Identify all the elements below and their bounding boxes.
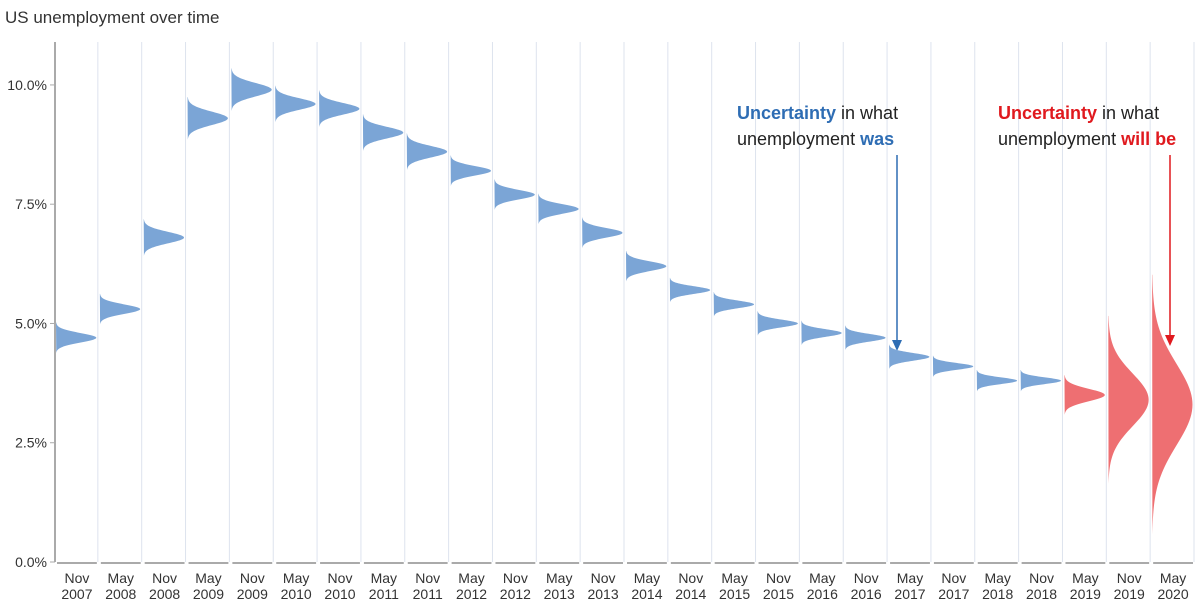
- annotation-part: Uncertainty: [998, 103, 1097, 123]
- x-tick-label: May: [546, 570, 572, 586]
- density: [669, 277, 711, 303]
- x-tick-label: 2014: [675, 586, 706, 602]
- density: [932, 355, 974, 378]
- density: [976, 370, 1018, 392]
- x-tick-label: Nov: [503, 570, 528, 586]
- density: [450, 155, 491, 187]
- x-tick-label: Nov: [591, 570, 616, 586]
- x-tick-label: May: [809, 570, 835, 586]
- density: [56, 322, 97, 354]
- x-tick-label: 2013: [544, 586, 575, 602]
- x-tick-label: 2011: [413, 586, 443, 602]
- annotation-part: was: [859, 129, 894, 149]
- x-tick-label: May: [634, 570, 660, 586]
- density: [143, 219, 185, 256]
- annotation-part: in what: [1097, 103, 1159, 123]
- x-tick-label: May: [984, 570, 1010, 586]
- x-tick-label: Nov: [854, 570, 879, 586]
- density: [1108, 315, 1149, 484]
- x-tick-label: 2019: [1070, 586, 1101, 602]
- density: [275, 85, 316, 123]
- x-tick-label: 2016: [807, 586, 838, 602]
- x-tick-label: Nov: [1029, 570, 1054, 586]
- y-tick-label: 7.5%: [15, 196, 47, 212]
- density: [538, 193, 579, 225]
- x-tick-label: May: [458, 570, 484, 586]
- annotation-part: in what: [836, 103, 898, 123]
- density: [406, 133, 448, 171]
- density: [1152, 274, 1193, 535]
- y-tick-label: 2.5%: [15, 435, 47, 451]
- x-tick-label: Nov: [64, 570, 89, 586]
- x-tick-label: May: [1072, 570, 1098, 586]
- x-tick-label: Nov: [152, 570, 177, 586]
- chart-title: US unemployment over time: [5, 8, 219, 27]
- x-tick-label: May: [721, 570, 747, 586]
- x-tick-label: 2016: [851, 586, 882, 602]
- density: [319, 90, 360, 128]
- x-tick-label: 2014: [631, 586, 662, 602]
- x-tick-label: 2008: [105, 586, 136, 602]
- x-tick-label: 2012: [500, 586, 531, 602]
- arrow-head: [1165, 335, 1175, 346]
- x-tick-label: 2015: [763, 586, 794, 602]
- x-tick-label: Nov: [240, 570, 265, 586]
- x-tick-label: May: [897, 570, 923, 586]
- density: [494, 179, 535, 210]
- y-tick-label: 0.0%: [15, 554, 47, 570]
- x-tick-label: May: [108, 570, 134, 586]
- x-tick-label: 2009: [193, 586, 224, 602]
- annotation: unemployment was: [737, 129, 894, 149]
- annotation: unemployment will be: [998, 129, 1176, 149]
- density: [626, 250, 667, 282]
- density: [1020, 370, 1061, 392]
- x-tick-label: Nov: [415, 570, 440, 586]
- density: [713, 292, 755, 317]
- x-tick-label: May: [283, 570, 309, 586]
- annotation-part: will be: [1120, 129, 1176, 149]
- x-tick-label: May: [1160, 570, 1186, 586]
- x-tick-label: Nov: [678, 570, 703, 586]
- density: [231, 68, 272, 112]
- x-tick-label: 2010: [281, 586, 312, 602]
- annotation: Uncertainty in what: [998, 103, 1159, 123]
- x-tick-label: May: [371, 570, 397, 586]
- density: [362, 114, 404, 151]
- x-tick-label: Nov: [941, 570, 966, 586]
- density: [845, 325, 886, 350]
- density: [889, 344, 930, 370]
- x-tick-label: Nov: [1117, 570, 1142, 586]
- annotation: Uncertainty in what: [737, 103, 898, 123]
- annotation-part: unemployment: [737, 129, 860, 149]
- density: [582, 217, 623, 249]
- x-tick-label: Nov: [328, 570, 353, 586]
- x-tick-label: 2015: [719, 586, 750, 602]
- x-tick-label: 2010: [324, 586, 355, 602]
- x-tick-label: 2009: [237, 586, 268, 602]
- x-tick-label: 2020: [1157, 586, 1188, 602]
- x-tick-label: 2018: [1026, 586, 1057, 602]
- density: [99, 293, 141, 325]
- x-tick-label: 2017: [938, 586, 969, 602]
- x-tick-label: 2007: [61, 586, 92, 602]
- x-tick-label: 2012: [456, 586, 487, 602]
- x-tick-label: 2013: [587, 586, 618, 602]
- x-tick-label: 2018: [982, 586, 1013, 602]
- density: [1064, 375, 1105, 415]
- density: [187, 96, 228, 140]
- annotation-part: Uncertainty: [737, 103, 836, 123]
- y-tick-label: 10.0%: [7, 77, 47, 93]
- y-tick-label: 5.0%: [15, 315, 47, 331]
- x-tick-label: Nov: [766, 570, 791, 586]
- density: [801, 320, 842, 346]
- x-tick-label: 2008: [149, 586, 180, 602]
- arrow-head: [892, 340, 902, 351]
- annotation-part: unemployment: [998, 129, 1121, 149]
- density: [757, 311, 798, 336]
- x-tick-label: 2017: [894, 586, 925, 602]
- x-tick-label: May: [195, 570, 221, 586]
- x-tick-label: 2011: [369, 586, 399, 602]
- x-tick-label: 2019: [1114, 586, 1145, 602]
